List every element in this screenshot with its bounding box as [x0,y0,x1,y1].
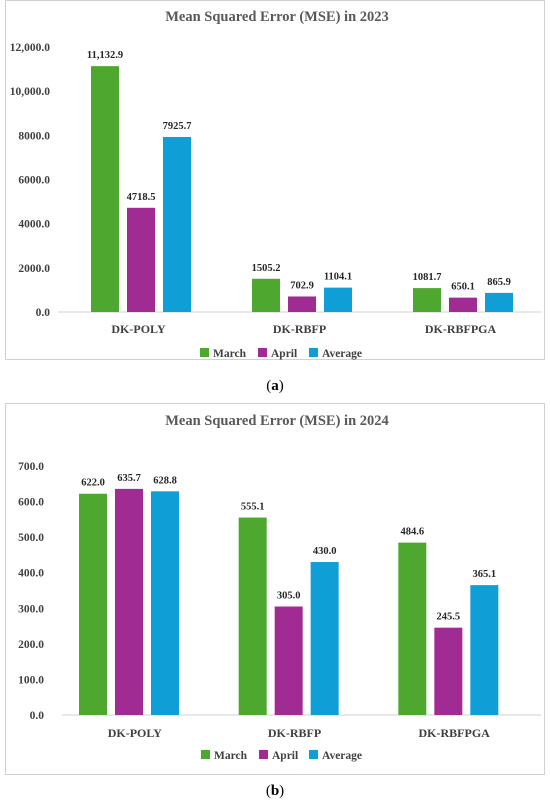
data-label-march-dk-rbfp: 555.1 [241,502,265,513]
data-label-average-dk-poly: 628.8 [153,475,177,486]
category-label-dk-poly: DK-POLY [108,726,163,740]
bar-april-dk-rbfpga [434,627,463,715]
y-tick-label: 0.0 [30,710,45,722]
y-tick-label: 600.0 [18,497,44,509]
chart-title: Mean Squared Error (MSE) in 2024 [165,413,389,429]
mse-2024-chart: Mean Squared Error (MSE) in 2024 0.0 100.0… [18,413,541,762]
data-label-april-dk-poly: 635.7 [117,473,141,484]
category-label-dk-rbfpga: DK-RBFPGA [419,726,491,740]
caption-b: (b) [265,783,285,799]
bar-march-dk-rbfpga [398,542,427,715]
bar-average-dk-poly [163,136,191,312]
bar-april-dk-rbfp [288,296,316,312]
y-tick-label: 6000.0 [18,175,50,187]
data-label-march-dk-poly: 622.0 [81,478,105,489]
category-label-dk-poly: DK-POLY [111,322,166,336]
data-label-april-dk-rbfp: 702.9 [290,280,314,291]
data-label-average-dk-rbfp: 430.0 [313,546,337,557]
data-label-march-dk-rbfpga: 1081.7 [413,272,442,283]
y-tick-label: 500.0 [18,532,44,544]
legend-swatch-april [258,348,267,357]
data-label-april-dk-poly: 4718.5 [127,192,156,203]
caption-a: (a) [266,378,284,394]
bar-march-dk-poly [79,493,107,715]
mse-2023-chart: Mean Squared Error (MSE) in 2023 0.0 2000.… [10,9,541,360]
y-tick-label: 200.0 [18,639,44,651]
data-label-march-dk-rbfpga: 484.6 [401,527,425,538]
y-tick-label: 2000.0 [18,263,50,275]
chart-title: Mean Squared Error (MSE) in 2023 [165,9,389,25]
data-label-average-dk-rbfp: 1104.1 [324,272,352,283]
legend-label-average: Average [322,348,362,360]
legend-label-april: April [272,750,298,762]
bar-april-dk-rbfp [274,606,303,715]
data-label-average-dk-rbfpga: 865.9 [487,277,511,288]
category-label-dk-rbfp: DK-RBFP [268,726,321,740]
legend-swatch-march [200,348,209,357]
legend-label-average: Average [322,750,362,762]
bar-average-dk-rbfp [324,287,352,312]
data-label-march-dk-rbfp: 1505.2 [252,263,281,274]
legend-label-march: March [214,750,248,762]
y-tick-label: 300.0 [18,603,44,615]
data-label-april-dk-rbfpga: 650.1 [451,282,475,293]
legend-label-april: April [271,348,297,360]
category-label-dk-rbfp: DK-RBFP [273,322,326,336]
bar-average-dk-rbfpga [470,585,499,715]
bar-april-dk-rbfpga [449,297,477,312]
data-label-average-dk-rbfpga: 365.1 [473,569,497,580]
y-tick-label: 8000.0 [18,130,50,142]
y-tick-label: 400.0 [18,568,44,580]
y-tick-label: 0.0 [36,307,51,319]
y-tick-label: 100.0 [18,674,44,686]
data-label-april-dk-rbfp: 305.0 [277,591,301,602]
y-tick-label: 700.0 [18,461,44,473]
chart-panel-2024: Mean Squared Error (MSE) in 2024 0.0 100.0… [0,403,550,775]
y-tick-label: 12,000.0 [10,42,51,54]
legend-swatch-average [309,348,318,357]
bar-average-dk-rbfp [310,562,339,715]
bar-march-dk-rbfp [238,517,267,715]
bar-average-dk-poly [151,491,179,715]
bar-march-dk-rbfpga [413,288,441,312]
data-label-march-dk-poly: 11,132.9 [87,50,123,61]
legend-swatch-average [309,750,318,759]
bar-average-dk-rbfpga [485,292,513,312]
category-label-dk-rbfpga: DK-RBFPGA [425,322,497,336]
data-label-average-dk-poly: 7925.7 [163,121,192,132]
data-label-april-dk-rbfpga: 245.5 [437,612,461,623]
bar-march-dk-poly [91,66,119,312]
chart-panel-2023: Mean Squared Error (MSE) in 2023 0.0 2000.… [0,0,550,360]
legend-label-march: March [213,348,247,360]
bar-april-dk-poly [127,207,155,312]
y-tick-label: 10,000.0 [10,86,51,98]
y-tick-label: 4000.0 [18,219,50,231]
bar-april-dk-poly [115,488,143,715]
bar-march-dk-rbfp [252,278,280,312]
legend-swatch-april [259,750,268,759]
legend-swatch-march [201,750,210,759]
